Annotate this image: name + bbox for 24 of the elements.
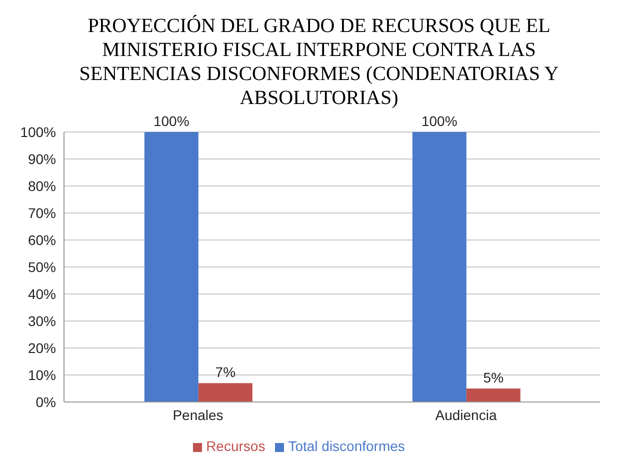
y-tick-label: 40% (28, 286, 56, 302)
x-tick-label: Audiencia (435, 406, 497, 423)
data-label: 7% (215, 364, 236, 380)
y-tick-label: 80% (28, 178, 56, 194)
bar (198, 383, 252, 402)
bar (412, 132, 466, 402)
bar (466, 388, 520, 402)
y-tick-label: 60% (28, 232, 56, 248)
data-label: 100% (421, 113, 458, 129)
y-tick-label: 70% (28, 204, 56, 221)
chart-title: PROYECCIÓN DEL GRADO DE RECURSOS QUE EL MINISTERIO FISCAL INTERPONE CONTRA LAS SENTENCIAS DISCONFORMES (CONDENATORIAS Y ABSOLUTORIAS) (78, 14, 560, 110)
legend-label: Total disconformes (288, 438, 405, 454)
y-tick-label: 10% (28, 366, 56, 383)
x-tick-label: Penales (172, 406, 224, 423)
y-tick-label: 20% (28, 340, 56, 356)
y-tick-label: 0% (36, 394, 56, 410)
data-label: 5% (483, 370, 504, 386)
legend-label: Recursos (206, 438, 266, 454)
bar (144, 132, 198, 402)
y-tick-label: 100% (20, 124, 56, 140)
y-tick-label: 90% (28, 150, 56, 167)
data-label: 100% (153, 113, 190, 129)
y-tick-label: 30% (28, 312, 56, 329)
y-tick-label: 50% (28, 258, 56, 275)
